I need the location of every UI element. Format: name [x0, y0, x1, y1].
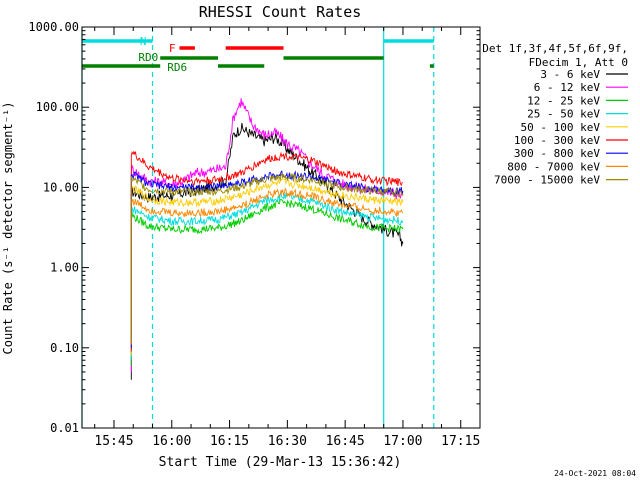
y-axis: 0.01 0.10 1.00 10.00 100.00 1000.00 — [28, 20, 480, 435]
y-tick-label: 1000.00 — [28, 20, 79, 34]
series-line — [130, 170, 404, 348]
legend-entry-label: 800 - 7000 keV — [507, 160, 600, 173]
legend-entry-label: 25 - 50 keV — [527, 108, 600, 121]
y-axis-label: Count Rate (s⁻¹ detector segment⁻¹) — [1, 102, 15, 355]
series-lines — [130, 98, 404, 380]
y-tick-label: 10.00 — [43, 180, 79, 194]
y-tick-label: 1.00 — [50, 261, 79, 275]
y-tick-label: 0.01 — [50, 421, 79, 435]
series-line — [130, 199, 404, 366]
legend: Det 1f,3f,4f,5f,6f,9f, FDecim 1, Att 0 3… — [482, 42, 628, 187]
x-axis: 15:45 16:00 16:15 16:30 16:45 17:00 17:15 — [94, 27, 481, 449]
flag-bar-label: RD0 — [138, 51, 158, 64]
flag-bars: N F RD0 RD6 — [82, 35, 434, 74]
legend-header-line-1: Det 1f,3f,4f,5f,6f,9f, — [482, 42, 628, 55]
x-tick-label: 15:45 — [94, 434, 133, 449]
flag-bar-label: RD6 — [167, 61, 187, 74]
flag-bar-label: N — [140, 35, 147, 48]
legend-entry-label: 3 - 6 keV — [540, 68, 600, 81]
series-line — [130, 150, 404, 352]
x-tick-label: 16:30 — [268, 434, 307, 449]
legend-entry-label: 7000 - 15000 keV — [494, 174, 600, 187]
legend-entry-label: 300 - 800 keV — [514, 147, 600, 160]
chart-title: RHESSI Count Rates — [199, 3, 362, 21]
series-line — [130, 178, 404, 356]
legend-entry-label: 12 - 25 keV — [527, 94, 600, 107]
x-tick-label: 16:00 — [152, 434, 191, 449]
series-line — [130, 192, 404, 361]
plot-frame — [81, 26, 481, 429]
legend-entry-label: 50 - 100 keV — [521, 121, 601, 134]
y-tick-label: 0.10 — [50, 341, 79, 355]
legend-header-line-2: FDecim 1, Att 0 — [529, 56, 628, 69]
x-axis-label: Start Time (29-Mar-13 15:36:42) — [159, 455, 402, 470]
x-tick-label: 16:15 — [210, 434, 249, 449]
footer-timestamp: 24-Oct-2021 08:04 — [554, 469, 636, 478]
series-line — [130, 187, 404, 345]
x-tick-label: 16:45 — [326, 434, 365, 449]
series-line — [130, 172, 404, 342]
series-line — [130, 123, 404, 380]
legend-entry-label: 6 - 12 keV — [534, 81, 601, 94]
x-tick-label: 17:00 — [383, 434, 422, 449]
x-tick-label: 17:15 — [441, 434, 480, 449]
legend-entry-label: 100 - 300 keV — [514, 134, 600, 147]
flag-bar-label: F — [169, 42, 176, 55]
y-tick-label: 100.00 — [36, 100, 79, 114]
